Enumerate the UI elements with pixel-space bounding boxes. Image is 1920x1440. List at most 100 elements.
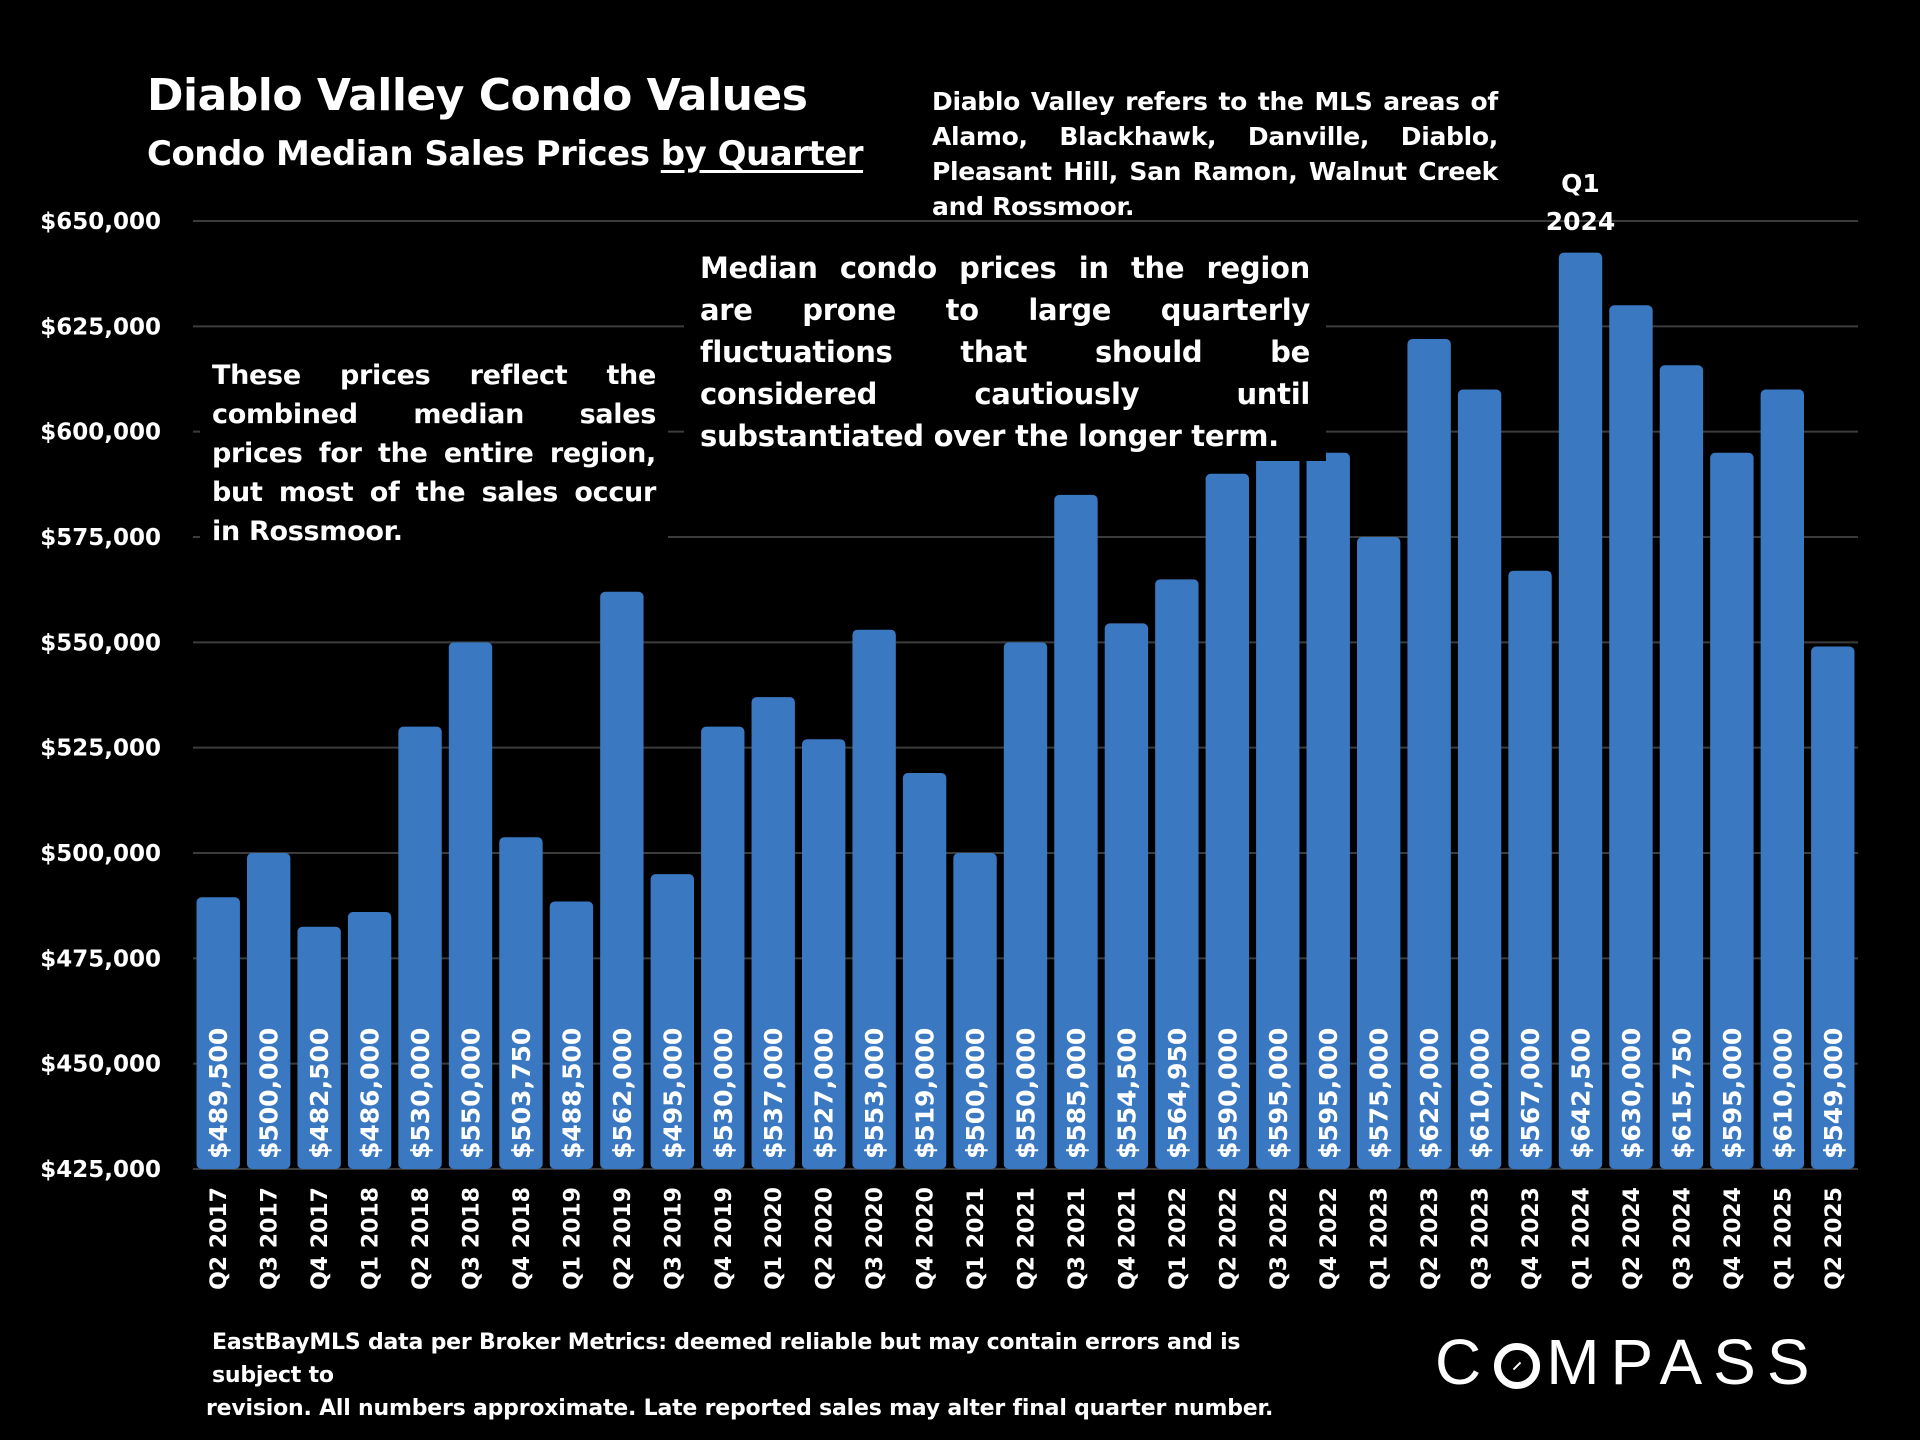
x-tick-label: Q3 2021 — [1065, 1187, 1090, 1290]
bar-value-label: $615,750 — [1667, 1028, 1696, 1159]
bar-value-label: $595,000 — [1264, 1028, 1293, 1159]
bar-value-label: $527,000 — [810, 1028, 839, 1159]
bar-group: $527,000 — [801, 739, 846, 1169]
bar-value-label: $489,500 — [204, 1028, 233, 1159]
bar-value-label: $486,000 — [356, 1028, 385, 1159]
bar-group: $595,000 — [1256, 452, 1300, 1169]
y-tick-label: $600,000 — [40, 420, 161, 446]
bar — [347, 911, 392, 1169]
bar-value-label: $495,000 — [658, 1028, 687, 1159]
subtitle-underlined: by Quarter — [660, 134, 864, 174]
bar-group: $530,000 — [701, 726, 745, 1169]
x-tick-label: Q1 2020 — [762, 1187, 787, 1290]
x-tick-label: Q3 2024 — [1670, 1187, 1695, 1290]
bar — [1710, 452, 1754, 1169]
bar — [1306, 452, 1350, 1169]
x-tick-label: Q2 2025 — [1822, 1187, 1847, 1290]
bar-value-label: $642,500 — [1567, 1028, 1596, 1159]
subtitle-text: Condo Median Sales Prices — [147, 134, 661, 174]
bar — [1256, 452, 1300, 1169]
bar — [499, 837, 543, 1169]
bar-value-label: $530,000 — [406, 1028, 435, 1159]
x-tick-label: Q1 2019 — [560, 1187, 585, 1290]
bar-group: $595,000 — [1306, 452, 1350, 1169]
x-tick-label: Q3 2019 — [661, 1187, 686, 1290]
bar — [801, 739, 846, 1169]
bar-group: $585,000 — [1054, 494, 1098, 1169]
bar — [953, 853, 997, 1169]
bar-value-label: $567,000 — [1516, 1028, 1545, 1159]
bar — [1003, 642, 1048, 1169]
data-disclaimer: EastBayMLS data per Broker Metrics: deem… — [206, 1326, 1322, 1425]
bar-value-label: $562,000 — [608, 1028, 637, 1159]
bar — [1508, 570, 1552, 1169]
bar-group: $488,500 — [549, 901, 594, 1169]
y-tick-label: $550,000 — [40, 630, 161, 656]
logo-letters: MPASS — [1546, 1326, 1821, 1398]
compass-logo: C MPASS — [1435, 1325, 1821, 1399]
bar-group: $610,000 — [1457, 389, 1502, 1169]
x-tick-label: Q1 2018 — [359, 1187, 384, 1290]
bar-value-label: $610,000 — [1768, 1028, 1797, 1159]
bar-group: $554,500 — [1104, 623, 1149, 1169]
bar-group: $482,500 — [297, 926, 341, 1169]
bar-value-label: $519,000 — [911, 1028, 940, 1159]
x-tick-label: Q1 2024 — [1570, 1187, 1595, 1290]
bar — [1205, 473, 1250, 1169]
bar-value-label: $622,000 — [1415, 1028, 1444, 1159]
x-tick-label: Q4 2021 — [1115, 1187, 1140, 1290]
x-axis-ticks: Q2 2017 Q3 2017 Q4 2017 Q1 2018 Q2 2018 Q3 20… — [207, 1187, 1847, 1290]
x-tick-label: Q4 2022 — [1317, 1187, 1342, 1290]
bar-group: $567,000 — [1508, 570, 1552, 1169]
y-tick-label: $525,000 — [40, 736, 161, 762]
bar-group: $495,000 — [650, 874, 695, 1169]
bar-group: $503,750 — [499, 837, 543, 1169]
bar-value-label: $554,500 — [1112, 1028, 1141, 1159]
bar — [1054, 494, 1098, 1169]
x-tick-label: Q3 2023 — [1469, 1187, 1494, 1290]
bar-value-label: $585,000 — [1062, 1028, 1091, 1159]
bar-value-label: $500,000 — [961, 1028, 990, 1159]
combined-region-note: These prices reflect the combined median… — [200, 352, 668, 555]
peak-annotation: Q1 2024 — [1546, 169, 1616, 236]
bar-value-label: $564,950 — [1163, 1028, 1192, 1159]
bar — [600, 591, 644, 1169]
bar-value-label: $503,750 — [507, 1028, 536, 1159]
x-tick-label: Q2 2023 — [1418, 1187, 1443, 1290]
bar-value-label: $610,000 — [1466, 1028, 1495, 1159]
bar-group: $553,000 — [852, 629, 896, 1169]
bar — [852, 629, 896, 1169]
bar-value-label: $482,500 — [305, 1028, 334, 1159]
x-tick-label: Q2 2024 — [1620, 1187, 1645, 1290]
y-tick-label: $425,000 — [40, 1157, 161, 1183]
bar-group: $575,000 — [1356, 537, 1401, 1169]
fluctuation-note: Median condo prices in the region are pr… — [684, 243, 1326, 461]
bar-group: $500,000 — [246, 853, 291, 1169]
disclaimer-line-1: EastBayMLS data per Broker Metrics: deem… — [212, 1330, 1241, 1388]
logo-letter-c: C — [1435, 1326, 1493, 1398]
x-tick-label: Q2 2019 — [611, 1187, 636, 1290]
bar — [246, 853, 291, 1169]
y-tick-label: $500,000 — [40, 841, 161, 867]
x-tick-label: Q1 2025 — [1771, 1187, 1796, 1290]
x-tick-label: Q4 2023 — [1519, 1187, 1544, 1290]
bar-group: $550,000 — [448, 642, 493, 1169]
peak-label-quarter: Q1 — [1561, 169, 1600, 198]
chart-subtitle: Condo Median Sales Prices by Quarter — [147, 134, 864, 174]
bar-value-label: $595,000 — [1718, 1028, 1747, 1159]
bar — [1760, 389, 1805, 1169]
peak-label-year: 2024 — [1546, 207, 1616, 236]
bar — [297, 926, 341, 1169]
bar — [448, 642, 493, 1169]
y-tick-label: $475,000 — [40, 946, 161, 972]
x-tick-label: Q2 2020 — [813, 1187, 838, 1290]
x-tick-label: Q2 2017 — [207, 1187, 232, 1290]
bar — [650, 874, 695, 1169]
bar-value-label: $550,000 — [1012, 1028, 1041, 1159]
bar-group: $622,000 — [1407, 338, 1451, 1169]
bar-value-label: $553,000 — [860, 1028, 889, 1159]
mls-areas-note: Diablo Valley refers to the MLS areas of… — [932, 87, 1498, 221]
bar-group: $642,500 — [1558, 252, 1603, 1170]
x-tick-label: Q2 2018 — [409, 1187, 434, 1290]
